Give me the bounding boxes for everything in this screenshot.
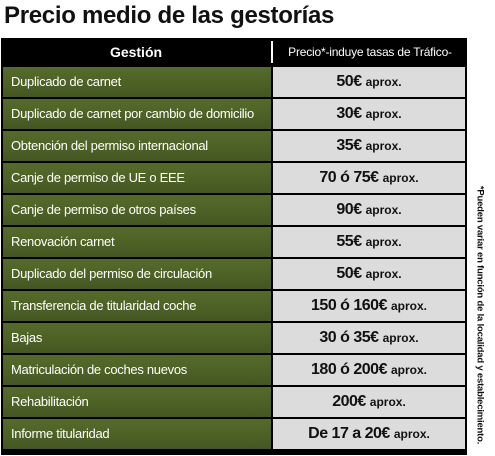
service-price: 50€ aprox. <box>273 259 465 289</box>
price-table: Gestión Precio*-induye tasas de Tráfico-… <box>1 38 467 455</box>
price-unit: aprox. <box>365 235 402 249</box>
service-price: 70 ó 75€ aprox. <box>273 163 465 193</box>
price-value: 70 ó 75€ <box>319 169 379 186</box>
service-name: Rehabilitación <box>3 387 271 417</box>
service-name: Duplicado del permiso de circulación <box>3 259 271 289</box>
service-price: 180 ó 200€ aprox. <box>273 355 465 385</box>
service-name: Canje de permiso de UE o EEE <box>3 163 271 193</box>
table-row: Duplicado de carnet 50€ aprox. <box>1 67 467 97</box>
price-value: 50€ <box>336 265 362 282</box>
table-row: Renovación carnet 55€ aprox. <box>1 227 467 257</box>
table-row: Duplicado del permiso de circulación 50€… <box>1 259 467 289</box>
price-unit: aprox. <box>382 331 419 345</box>
table-row: Matriculación de coches nuevos 180 ó 200… <box>1 355 467 385</box>
price-value: 35€ <box>336 137 362 154</box>
service-price: 35€ aprox. <box>273 131 465 161</box>
price-value: 50€ <box>336 73 362 90</box>
header-service: Gestión <box>109 44 163 60</box>
service-name: Obtención del permiso internacional <box>3 131 271 161</box>
service-price: 30€ aprox. <box>273 99 465 129</box>
price-unit: aprox. <box>393 427 430 441</box>
service-name: Informe titularidad <box>3 419 271 449</box>
page-title: Precio medio de las gestorías <box>4 2 335 29</box>
service-price: De 17 a 20€ aprox. <box>273 419 465 449</box>
service-price: 55€ aprox. <box>273 227 465 257</box>
table-row: Obtención del permiso internacional 35€ a… <box>1 131 467 161</box>
price-value: 150 ó 160€ <box>311 297 387 314</box>
service-name: Transferencia de titularidad coche <box>3 291 271 321</box>
price-value: De 17 a 20€ <box>308 425 390 442</box>
price-unit: aprox. <box>365 75 402 89</box>
table-row: Canje de permiso de otros países 90€ apro… <box>1 195 467 225</box>
price-unit: aprox. <box>390 363 427 377</box>
price-value: 30 ó 35€ <box>319 329 379 346</box>
header-price: Precio*-induye tasas de Tráfico- <box>288 45 452 59</box>
footnote: *Pueden variar en función de la localida… <box>474 180 486 450</box>
table-row: Canje de permiso de UE o EEE 70 ó 75€ apr… <box>1 163 467 193</box>
table-row: Duplicado de carnet por cambio de domici… <box>1 99 467 129</box>
price-value: 200€ <box>332 393 366 410</box>
header-divider <box>271 41 273 63</box>
service-price: 90€ aprox. <box>273 195 465 225</box>
price-unit: aprox. <box>369 395 406 409</box>
service-price: 50€ aprox. <box>273 67 465 97</box>
price-value: 30€ <box>336 105 362 122</box>
service-price: 30 ó 35€ aprox. <box>273 323 465 353</box>
table-header: Gestión Precio*-induye tasas de Tráfico- <box>1 38 467 66</box>
price-value: 55€ <box>336 233 362 250</box>
price-value: 180 ó 200€ <box>311 361 387 378</box>
price-unit: aprox. <box>365 267 402 281</box>
footnote-text: *Pueden variar en función de la localida… <box>474 185 486 445</box>
service-name: Duplicado de carnet por cambio de domici… <box>3 99 271 129</box>
service-price: 200€ aprox. <box>273 387 465 417</box>
price-unit: aprox. <box>365 107 402 121</box>
price-unit: aprox. <box>365 139 402 153</box>
table-row: Rehabilitación 200€ aprox. <box>1 387 467 417</box>
service-name: Canje de permiso de otros países <box>3 195 271 225</box>
service-name: Duplicado de carnet <box>3 67 271 97</box>
table-row: Transferencia de titularidad coche 150 ó… <box>1 291 467 321</box>
service-name: Bajas <box>3 323 271 353</box>
price-value: 90€ <box>336 201 362 218</box>
service-name: Renovación carnet <box>3 227 271 257</box>
service-name: Matriculación de coches nuevos <box>3 355 271 385</box>
price-unit: aprox. <box>390 299 427 313</box>
table-row: Bajas 30 ó 35€ aprox. <box>1 323 467 353</box>
price-unit: aprox. <box>365 203 402 217</box>
table-row: Informe titularidad De 17 a 20€ aprox. <box>1 419 467 449</box>
price-unit: aprox. <box>382 171 419 185</box>
service-price: 150 ó 160€ aprox. <box>273 291 465 321</box>
